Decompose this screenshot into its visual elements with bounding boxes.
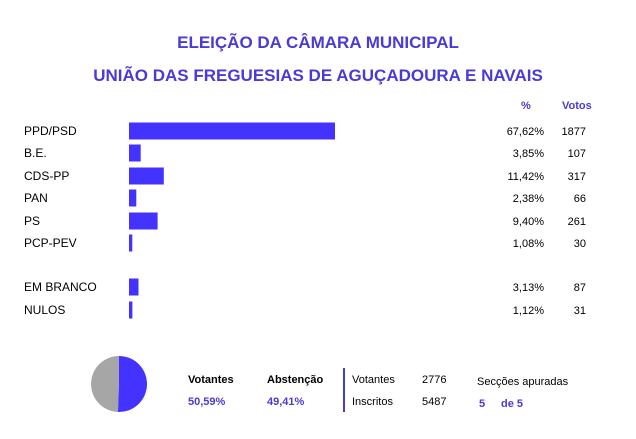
votes-label-pcp-pev: 30: [574, 238, 586, 250]
votes-label-ppd-psd: 1877: [562, 126, 586, 138]
votantes-count-label: Votantes: [352, 374, 395, 386]
bar-ps: [129, 212, 158, 230]
bar-em-branco: [129, 278, 139, 296]
category-label-em-branco: EM BRANCO: [24, 280, 97, 294]
votes-label-em-branco: 87: [574, 282, 586, 294]
chart-subtitle: UNIÃO DAS FREGUESIAS DE AGUÇADOURA E NAV…: [93, 66, 543, 85]
category-label-pan: PAN: [24, 191, 48, 205]
summary-divider: [343, 368, 345, 412]
category-label-ps: PS: [24, 214, 40, 228]
pct-label-cds-pp: 11,42%: [508, 171, 545, 183]
category-label-b-e: B.E.: [24, 146, 47, 160]
turnout-pie-chart: [91, 356, 148, 412]
bar-nulos: [129, 301, 133, 319]
seccoes-done: 5: [479, 398, 486, 410]
seccoes-label: Secções apuradas: [477, 376, 569, 388]
pct-column-header: %: [521, 100, 531, 112]
votes-column-header: Votos: [562, 100, 592, 112]
pct-label-nulos: 1,12%: [513, 305, 544, 317]
bar-b-e: [129, 144, 141, 162]
bar-pan: [129, 189, 137, 207]
inscritos-count: 5487: [422, 396, 447, 408]
pct-label-b-e: 3,85%: [513, 148, 544, 160]
chart-title: ELEIÇÃO DA CÂMARA MUNICIPAL: [177, 33, 459, 52]
votes-label-b-e: 107: [568, 148, 586, 160]
bar-pcp-pev: [129, 234, 133, 252]
abstencao-label: Abstenção: [267, 374, 324, 386]
votantes-count: 2776: [422, 374, 447, 386]
pct-label-ppd-psd: 67,62%: [507, 126, 545, 138]
pie-slice-abstencao: [91, 356, 119, 412]
pct-label-pan: 2,38%: [513, 193, 544, 205]
seccoes-total: de 5: [501, 398, 524, 410]
inscritos-label: Inscritos: [352, 396, 393, 408]
votes-label-nulos: 31: [574, 305, 586, 317]
pct-label-ps: 9,40%: [513, 216, 544, 228]
category-label-ppd-psd: PPD/PSD: [24, 124, 77, 138]
votes-label-ps: 261: [568, 216, 586, 228]
category-label-cds-pp: CDS-PP: [24, 169, 69, 183]
pct-label-em-branco: 3,13%: [513, 282, 544, 294]
abstencao-pct: 49,41%: [267, 396, 305, 408]
votantes-label: Votantes: [188, 374, 234, 386]
results-bar-chart: PPD/PSD 67,62% 1877 B.E. 3,85% 107 CDS-PP 11,42…: [24, 122, 586, 319]
bar-ppd-psd: [129, 122, 335, 140]
category-label-pcp-pev: PCP-PEV: [24, 236, 77, 250]
pct-label-pcp-pev: 1,08%: [513, 238, 544, 250]
category-label-nulos: NULOS: [24, 303, 65, 317]
pie-slice-votantes: [117, 356, 148, 412]
bar-cds-pp: [129, 167, 164, 185]
votantes-pct: 50,59%: [188, 396, 226, 408]
votes-label-cds-pp: 317: [568, 171, 586, 183]
votes-label-pan: 66: [574, 193, 586, 205]
